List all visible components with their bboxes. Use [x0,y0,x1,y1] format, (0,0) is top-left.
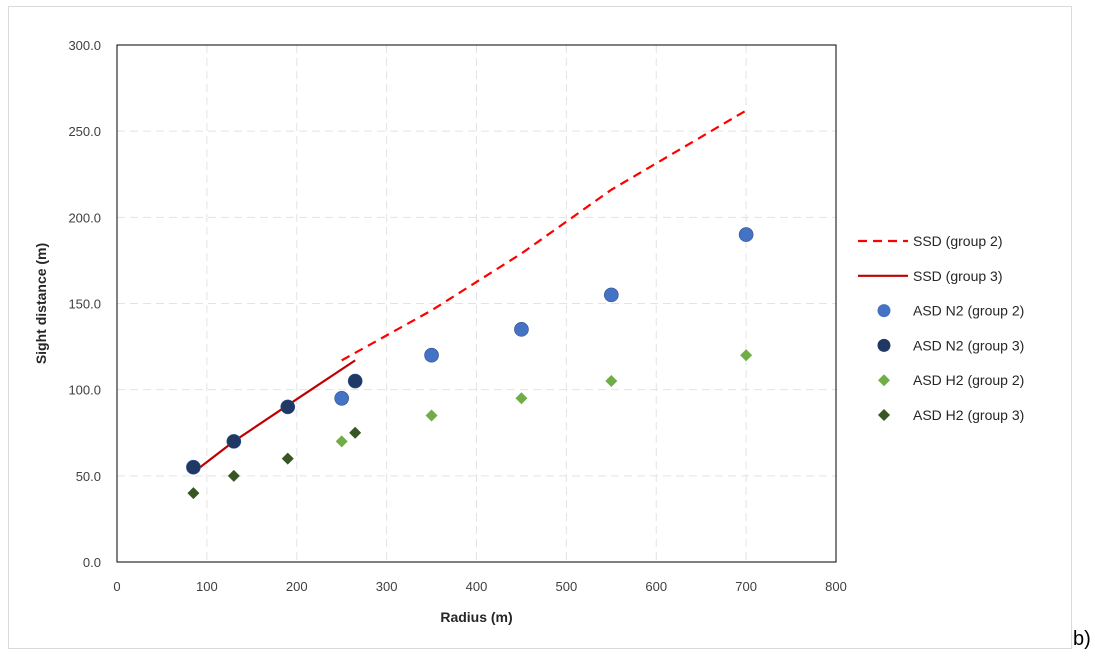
y-tick-label: 250.0 [68,124,101,139]
data-point-circle [738,227,754,242]
x-tick-label: 200 [286,579,308,594]
legend-label: ASD N2 (group 3) [913,337,1024,353]
series-line [192,359,356,474]
x-tick-label: 600 [645,579,667,594]
data-point-circle [604,287,619,303]
legend-diamond-swatch [878,409,890,421]
x-tick-label: 0 [113,579,120,594]
y-tick-label: 50.0 [76,469,101,484]
axes-layer: 0.0 50.0 100.0 150.0 200.0 250.0 300.0 0 100 200 3… [68,38,846,594]
data-point-diamond [605,375,618,388]
data-point-diamond [281,452,294,465]
series-layer [186,109,754,500]
data-point-diamond [227,469,240,482]
grid-layer [117,44,837,562]
data-point-circle [514,322,529,337]
series-line [341,109,747,362]
chart-frame [8,6,1072,649]
y-tick-label: 300.0 [68,38,101,53]
legend-circle-swatch [877,304,891,318]
data-point-circle [347,373,363,389]
x-tick-label: 300 [376,579,398,594]
y-axis-title: Sight distance (m) [33,243,49,364]
data-point-diamond [515,392,528,405]
legend-label: SSD (group 3) [913,268,1002,284]
legend-label: ASD H2 (group 3) [913,407,1024,423]
legend-diamond-swatch [878,374,890,387]
x-tick-label: 700 [735,579,757,594]
data-point-circle [334,390,349,406]
x-tick-label: 400 [466,579,488,594]
data-point-diamond [425,409,438,422]
data-point-circle [186,459,201,475]
y-tick-label: 100.0 [68,383,101,398]
legend-label: ASD H2 (group 2) [913,372,1024,388]
data-point-diamond [335,435,348,448]
x-axis-title: Radius (m) [440,609,512,625]
data-point-circle [226,434,242,449]
legend-label: SSD (group 2) [913,233,1002,249]
x-tick-label: 100 [196,579,218,594]
data-point-diamond [187,487,200,500]
data-point-diamond [740,349,753,362]
legend-label: ASD N2 (group 2) [913,303,1024,319]
y-tick-label: 200.0 [68,210,101,225]
data-point-circle [280,399,296,415]
y-tick-label: 150.0 [68,297,101,312]
data-point-diamond [349,426,362,439]
legend-circle-swatch [877,338,891,352]
y-tick-label: 0.0 [83,555,101,570]
legend-layer: SSD (group 2) SSD (group 3) ASD N2 (group … [858,233,1024,423]
data-point-circle [424,347,439,363]
panel-label: b) [1073,628,1091,650]
x-tick-label: 800 [825,579,847,594]
x-tick-label: 500 [556,579,578,594]
plot-area-border [116,44,837,563]
